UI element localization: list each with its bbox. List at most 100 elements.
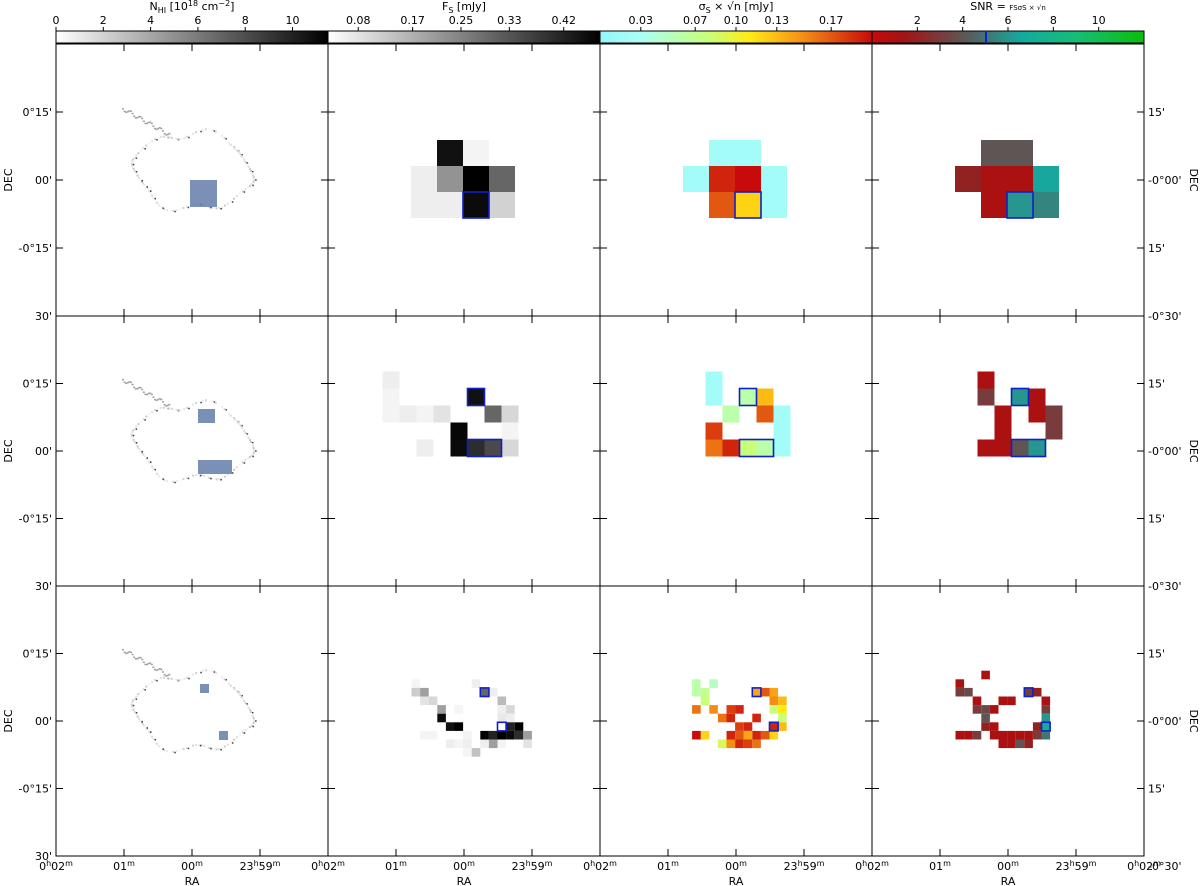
sigma-pixel [752, 730, 761, 740]
nhi-pixel [179, 749, 181, 752]
sigma-pixel [709, 705, 718, 714]
nhi-selection-box [200, 684, 209, 693]
nhi-pixel [252, 722, 255, 725]
nhi-pixel [231, 686, 234, 689]
nhi-pixel [141, 179, 143, 182]
nhi-pixel [205, 475, 208, 478]
snr-pixel [994, 405, 1012, 423]
nhi-pixel [157, 136, 160, 139]
nhi-pixel [213, 478, 216, 481]
nhi-pixel [150, 190, 152, 192]
nhi-pixel [252, 715, 255, 718]
colorbar-tick-label: 0.42 [551, 14, 576, 27]
x-tick-label: 0h02m [311, 859, 345, 873]
nhi-pixel [205, 128, 207, 131]
nhi-pixel [138, 176, 140, 179]
sigma-pixel [778, 713, 787, 723]
nhi-pixel [214, 130, 217, 133]
nhi-pixel [163, 673, 166, 676]
nhi-pixel [136, 387, 139, 390]
nhi-pixel [144, 456, 147, 459]
sigma-pixel [769, 696, 779, 706]
y-tick-label-right: -0°30' [1148, 580, 1182, 593]
flux-pixel [489, 192, 515, 218]
flux-pixel [445, 722, 455, 731]
sigma-pixel [752, 713, 761, 723]
nhi-pixel [165, 406, 168, 409]
nhi-pixel [246, 186, 249, 189]
nhi-pixel [139, 149, 142, 152]
nhi-pixel [200, 130, 202, 133]
nhi-pixel [136, 445, 139, 448]
flux-pixel [488, 687, 498, 697]
nhi-pixel [170, 407, 173, 410]
flux-pixel [445, 739, 455, 749]
x-tick-label: 23h59m [512, 859, 553, 873]
nhi-pixel [134, 658, 137, 660]
nhi-pixel [150, 663, 153, 666]
nhi-pixel [208, 128, 211, 131]
nhi-pixel [221, 477, 224, 480]
nhi-map [122, 379, 257, 484]
x-axis-label: RA [1001, 875, 1016, 886]
y-axis-label-left: DEC [2, 709, 15, 732]
nhi-pixel [246, 163, 249, 166]
sigma-pixel [692, 687, 701, 697]
snr-pixel [1024, 730, 1033, 740]
flux-pixel [463, 730, 472, 740]
nhi-pixel [220, 479, 222, 481]
sigma-pixel [735, 705, 744, 714]
nhi-pixel [252, 455, 254, 458]
nhi-pixel [162, 671, 164, 673]
nhi-pixel [251, 443, 254, 446]
nhi-pixel [249, 709, 252, 711]
nhi-pixel [252, 174, 255, 177]
nhi-pixel [125, 652, 128, 655]
colorbar-title: σS × √n [mJy] [699, 0, 774, 15]
snr-pixel [1011, 439, 1029, 457]
nhi-map [122, 649, 257, 754]
nhi-pixel [232, 687, 235, 690]
colorbar-title: SNR = FSσS × √n [970, 0, 1046, 13]
nhi-pixel [208, 399, 211, 402]
flux-pixel [450, 422, 468, 440]
nhi-pixel [252, 171, 254, 173]
nhi-pixel [224, 475, 226, 478]
nhi-pixel [133, 156, 136, 159]
flux-pixel [471, 679, 481, 688]
nhi-pixel [130, 702, 133, 705]
y-axis-label-left: DEC [2, 439, 15, 462]
nhi-pixel [187, 747, 190, 750]
snr-pixel [1011, 388, 1029, 406]
flux-pixel [467, 439, 485, 457]
selection-box [1040, 721, 1051, 732]
y-tick-label-right: -0°30' [1148, 310, 1182, 323]
sigma-map-row1 [683, 140, 787, 219]
nhi-pixel [156, 410, 158, 412]
nhi-pixel [135, 428, 138, 430]
nhi-pixel [131, 112, 134, 115]
sigma-pixel [778, 705, 787, 714]
snr-pixel [972, 730, 982, 740]
snr-map-row2 [977, 371, 1063, 458]
nhi-pixel [252, 725, 254, 728]
nhi-pixel [251, 182, 254, 185]
colorbar-tick-label: 0.10 [724, 14, 749, 27]
nhi-pixel [240, 425, 243, 428]
nhi-pixel [251, 453, 254, 456]
panel-frame [55, 315, 329, 587]
snr-pixel [1045, 422, 1063, 440]
flux-pixel [437, 713, 446, 723]
nhi-pixel [178, 409, 181, 411]
sigma-pixel [756, 439, 774, 457]
y-tick-label-right: -0°00' [1148, 445, 1182, 458]
flux-pixel [506, 730, 515, 740]
nhi-pixel [150, 122, 153, 125]
nhi-pixel [132, 429, 135, 432]
sigma-pixel [692, 705, 701, 714]
nhi-pixel [136, 174, 139, 177]
nhi-pixel [130, 110, 132, 113]
nhi-pixel [231, 201, 234, 203]
colorbar-tick-label: 4 [959, 14, 966, 27]
flux-pixel [411, 192, 437, 218]
